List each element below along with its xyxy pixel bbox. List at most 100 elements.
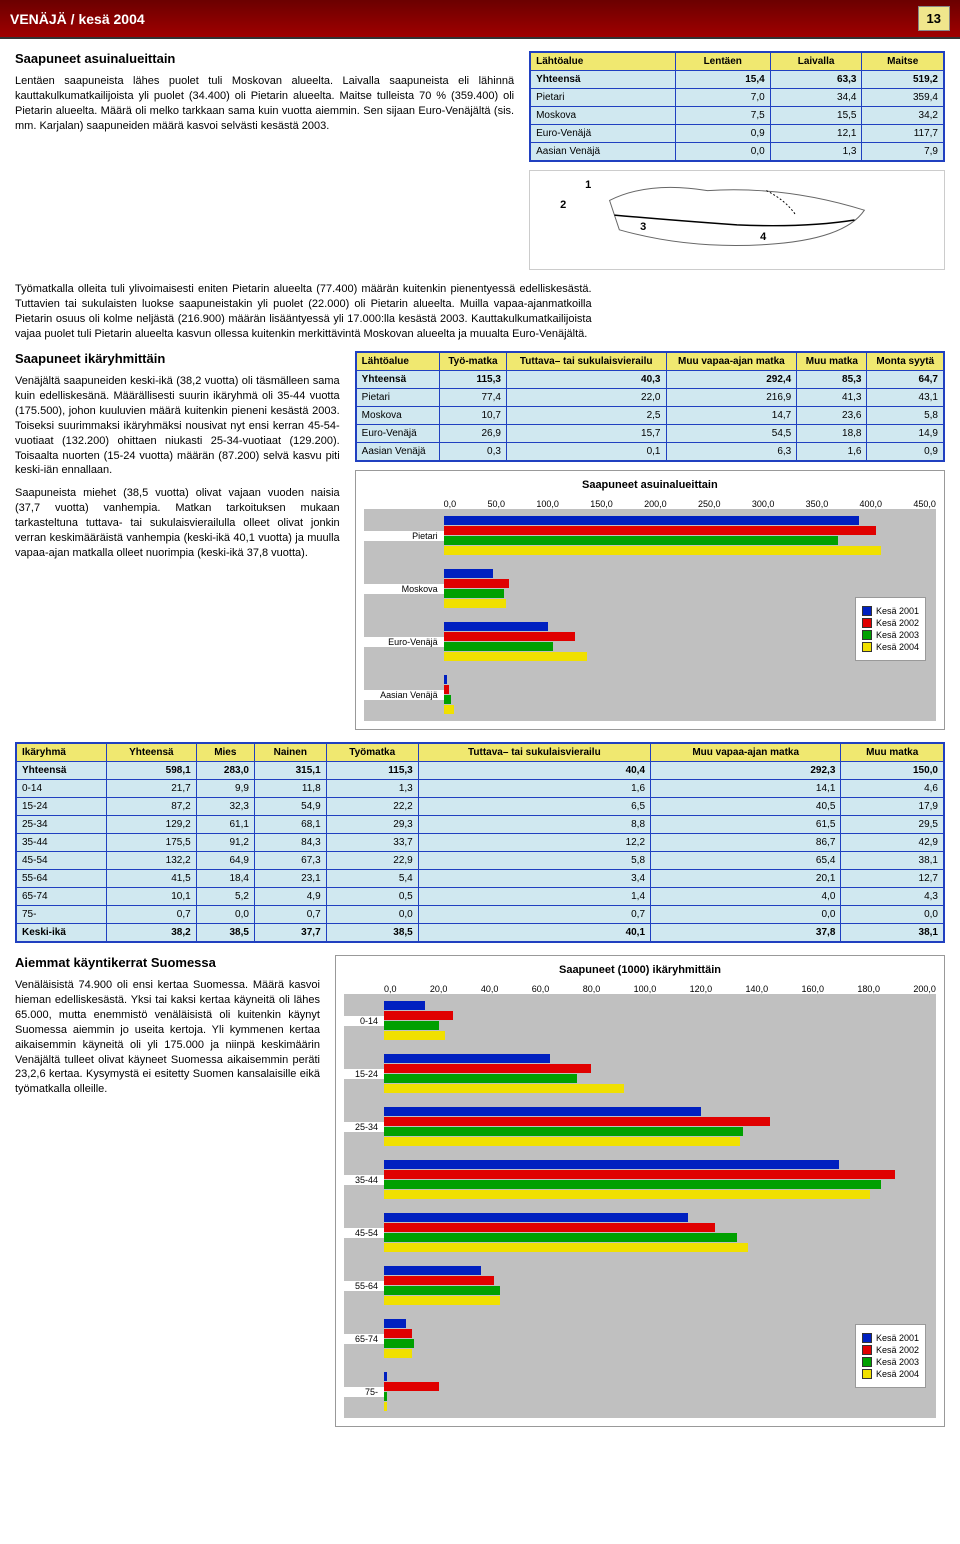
bar-category-label: 75- — [344, 1387, 384, 1397]
table-cell: 1,3 — [326, 780, 418, 798]
bar-category-label: 55-64 — [344, 1281, 384, 1291]
bar — [384, 1372, 387, 1381]
table-cell: 40,1 — [418, 924, 650, 943]
table-cell: 0,0 — [326, 906, 418, 924]
axis-tick: 0,0 — [384, 984, 397, 994]
table-cell: 0,9 — [675, 125, 770, 143]
map-label-1: 1 — [585, 179, 591, 191]
table-cell: 1,4 — [418, 888, 650, 906]
bar-category-label: 35-44 — [344, 1175, 384, 1185]
table-cell: 65-74 — [16, 888, 107, 906]
legend-label: Kesä 2002 — [876, 1345, 919, 1355]
table-cell: 65,4 — [651, 852, 841, 870]
table-cell: 35-44 — [16, 834, 107, 852]
legend-label: Kesä 2001 — [876, 606, 919, 616]
legend-label: Kesä 2004 — [876, 1369, 919, 1379]
table-cell: 216,9 — [666, 389, 797, 407]
legend-item: Kesä 2004 — [862, 642, 919, 652]
table-cell: 115,3 — [439, 371, 506, 389]
bar-group: 25-34 — [344, 1100, 936, 1153]
table-header: Lentäen — [675, 52, 770, 71]
legend-label: Kesä 2001 — [876, 1333, 919, 1343]
bar — [384, 1319, 406, 1328]
table-cell: 38,1 — [841, 852, 944, 870]
axis-tick: 150,0 — [590, 499, 613, 509]
table-header: Maitse — [862, 52, 944, 71]
table-header: Lähtöalue — [530, 52, 675, 71]
table-cell: 21,7 — [107, 780, 197, 798]
section2-heading: Saapuneet ikäryhmittäin — [15, 351, 340, 366]
table-header: Laivalla — [770, 52, 862, 71]
bar-category-label: Moskova — [364, 584, 444, 594]
bar — [384, 1137, 740, 1146]
table-header: Tuttava– tai sukulaisvierailu — [506, 352, 666, 371]
table-cell: 40,4 — [418, 762, 650, 780]
bar — [384, 1223, 715, 1232]
table-cell: 4,9 — [254, 888, 326, 906]
table-cell: Yhteensä — [356, 371, 440, 389]
table-cell: 315,1 — [254, 762, 326, 780]
table-cell: 4,6 — [841, 780, 944, 798]
bar — [384, 1213, 688, 1222]
table-cell: 38,1 — [841, 924, 944, 943]
bar-group: 45-54 — [344, 1206, 936, 1259]
table-cell: 22,9 — [326, 852, 418, 870]
table-cell: 87,2 — [107, 798, 197, 816]
axis-tick: 250,0 — [698, 499, 721, 509]
table-cell: 0,0 — [841, 906, 944, 924]
table-cell: 15,4 — [675, 71, 770, 89]
table-cell: 10,1 — [107, 888, 197, 906]
bar-group: Euro-Venäjä — [364, 615, 936, 668]
table-header: Muu vapaa-ajan matka — [666, 352, 797, 371]
table-cell: 6,5 — [418, 798, 650, 816]
table-cell: Aasian Venäjä — [530, 143, 675, 162]
bar — [384, 1021, 439, 1030]
bar — [384, 1266, 481, 1275]
table-cell: 54,9 — [254, 798, 326, 816]
table-cell: 6,3 — [666, 443, 797, 462]
table-cell: Aasian Venäjä — [356, 443, 440, 462]
legend-item: Kesä 2002 — [862, 1345, 919, 1355]
axis-tick: 180,0 — [857, 984, 880, 994]
table-cell: 34,2 — [862, 107, 944, 125]
section3-heading: Aiemmat käyntikerrat Suomessa — [15, 955, 320, 970]
table-cell: 5,2 — [196, 888, 254, 906]
table-cell: 519,2 — [862, 71, 944, 89]
table-cell: 14,7 — [666, 407, 797, 425]
table-cell: 175,5 — [107, 834, 197, 852]
table-cell: 283,0 — [196, 762, 254, 780]
table-cell: 115,3 — [326, 762, 418, 780]
legend-item: Kesä 2003 — [862, 630, 919, 640]
table-cell: 45-54 — [16, 852, 107, 870]
bar — [384, 1064, 591, 1073]
bar-category-label: 45-54 — [344, 1228, 384, 1238]
table-cell: 68,1 — [254, 816, 326, 834]
table-cell: 23,6 — [797, 407, 867, 425]
chart2-title: Saapuneet (1000) ikäryhmittäin — [344, 964, 936, 976]
bar-group: 65-74 — [344, 1312, 936, 1365]
table-cell: Keski-ikä — [16, 924, 107, 943]
bar — [444, 536, 838, 545]
table-cell: 12,7 — [841, 870, 944, 888]
bar — [384, 1276, 494, 1285]
table-cell: 42,9 — [841, 834, 944, 852]
bar-group: 55-64 — [344, 1259, 936, 1312]
table-cell: 61,5 — [651, 816, 841, 834]
legend-item: Kesä 2003 — [862, 1357, 919, 1367]
table-cell: 8,8 — [418, 816, 650, 834]
table-cell: 75- — [16, 906, 107, 924]
table-cell: 7,9 — [862, 143, 944, 162]
bar — [384, 1286, 500, 1295]
axis-tick: 200,0 — [644, 499, 667, 509]
table-cell: 1,6 — [797, 443, 867, 462]
table-cell: 11,8 — [254, 780, 326, 798]
table-cell: 5,4 — [326, 870, 418, 888]
map-label-3: 3 — [640, 221, 646, 233]
bar — [384, 1084, 624, 1093]
table-cell: Yhteensä — [530, 71, 675, 89]
content: Saapuneet asuinalueittain Lentäen saapun… — [0, 39, 960, 1451]
table-cell: 4,3 — [841, 888, 944, 906]
table-cell: 84,3 — [254, 834, 326, 852]
axis-tick: 200,0 — [913, 984, 936, 994]
bar — [384, 1001, 425, 1010]
